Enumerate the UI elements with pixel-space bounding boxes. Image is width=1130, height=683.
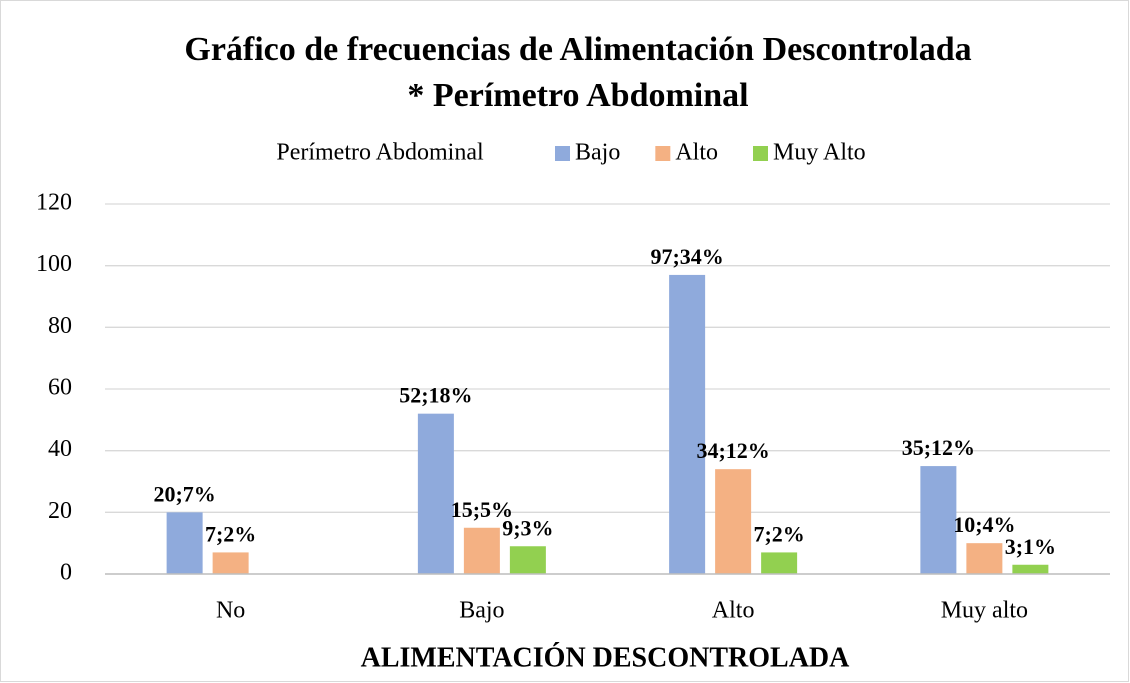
legend-swatch: [555, 146, 570, 161]
bar: [715, 469, 752, 574]
data-label: 3;1%: [1005, 534, 1056, 559]
data-label: 10;4%: [953, 512, 1015, 537]
data-label: 7;2%: [205, 521, 256, 546]
data-label: 52;18%: [399, 383, 472, 408]
legend-swatch: [655, 146, 671, 161]
bar: [920, 466, 957, 574]
bar: [463, 527, 500, 574]
bar: [1012, 564, 1049, 574]
legend-label: Muy Alto: [773, 140, 866, 166]
bar: [669, 274, 706, 574]
data-label: 34;12%: [696, 438, 769, 463]
y-tick-label: 60: [48, 375, 72, 401]
bar: [509, 546, 546, 574]
legend-title: Perímetro Abdominal: [276, 140, 484, 166]
y-tick-label: 40: [48, 436, 72, 462]
y-tick-label: 80: [48, 313, 72, 339]
bar: [761, 552, 798, 574]
x-tick-label: Alto: [712, 598, 755, 624]
y-tick-label: 100: [36, 251, 72, 277]
bar: [966, 543, 1003, 574]
legend-swatch: [753, 146, 768, 161]
legend-label: Bajo: [575, 140, 620, 166]
bar: [166, 512, 203, 574]
data-label: 35;12%: [902, 435, 975, 460]
data-label: 15;5%: [451, 497, 513, 522]
y-tick-label: 20: [48, 498, 72, 524]
x-tick-label: Muy alto: [941, 598, 1028, 624]
x-tick-label: Bajo: [459, 598, 504, 624]
bar: [417, 413, 454, 574]
chart-title: * Perímetro Abdominal: [407, 77, 748, 114]
legend-label: Alto: [675, 140, 718, 166]
x-axis-title: ALIMENTACIÓN DESCONTROLADA: [361, 642, 851, 673]
data-label: 97;34%: [650, 244, 723, 269]
chart-title: Gráfico de frecuencias de Alimentación D…: [184, 31, 971, 68]
y-tick-label: 0: [60, 560, 72, 586]
data-label: 7;2%: [753, 521, 804, 546]
x-tick-label: No: [216, 598, 245, 624]
y-tick-label: 120: [36, 190, 72, 216]
data-label: 9;3%: [502, 515, 553, 540]
bar: [212, 552, 249, 574]
data-label: 20;7%: [153, 481, 215, 506]
